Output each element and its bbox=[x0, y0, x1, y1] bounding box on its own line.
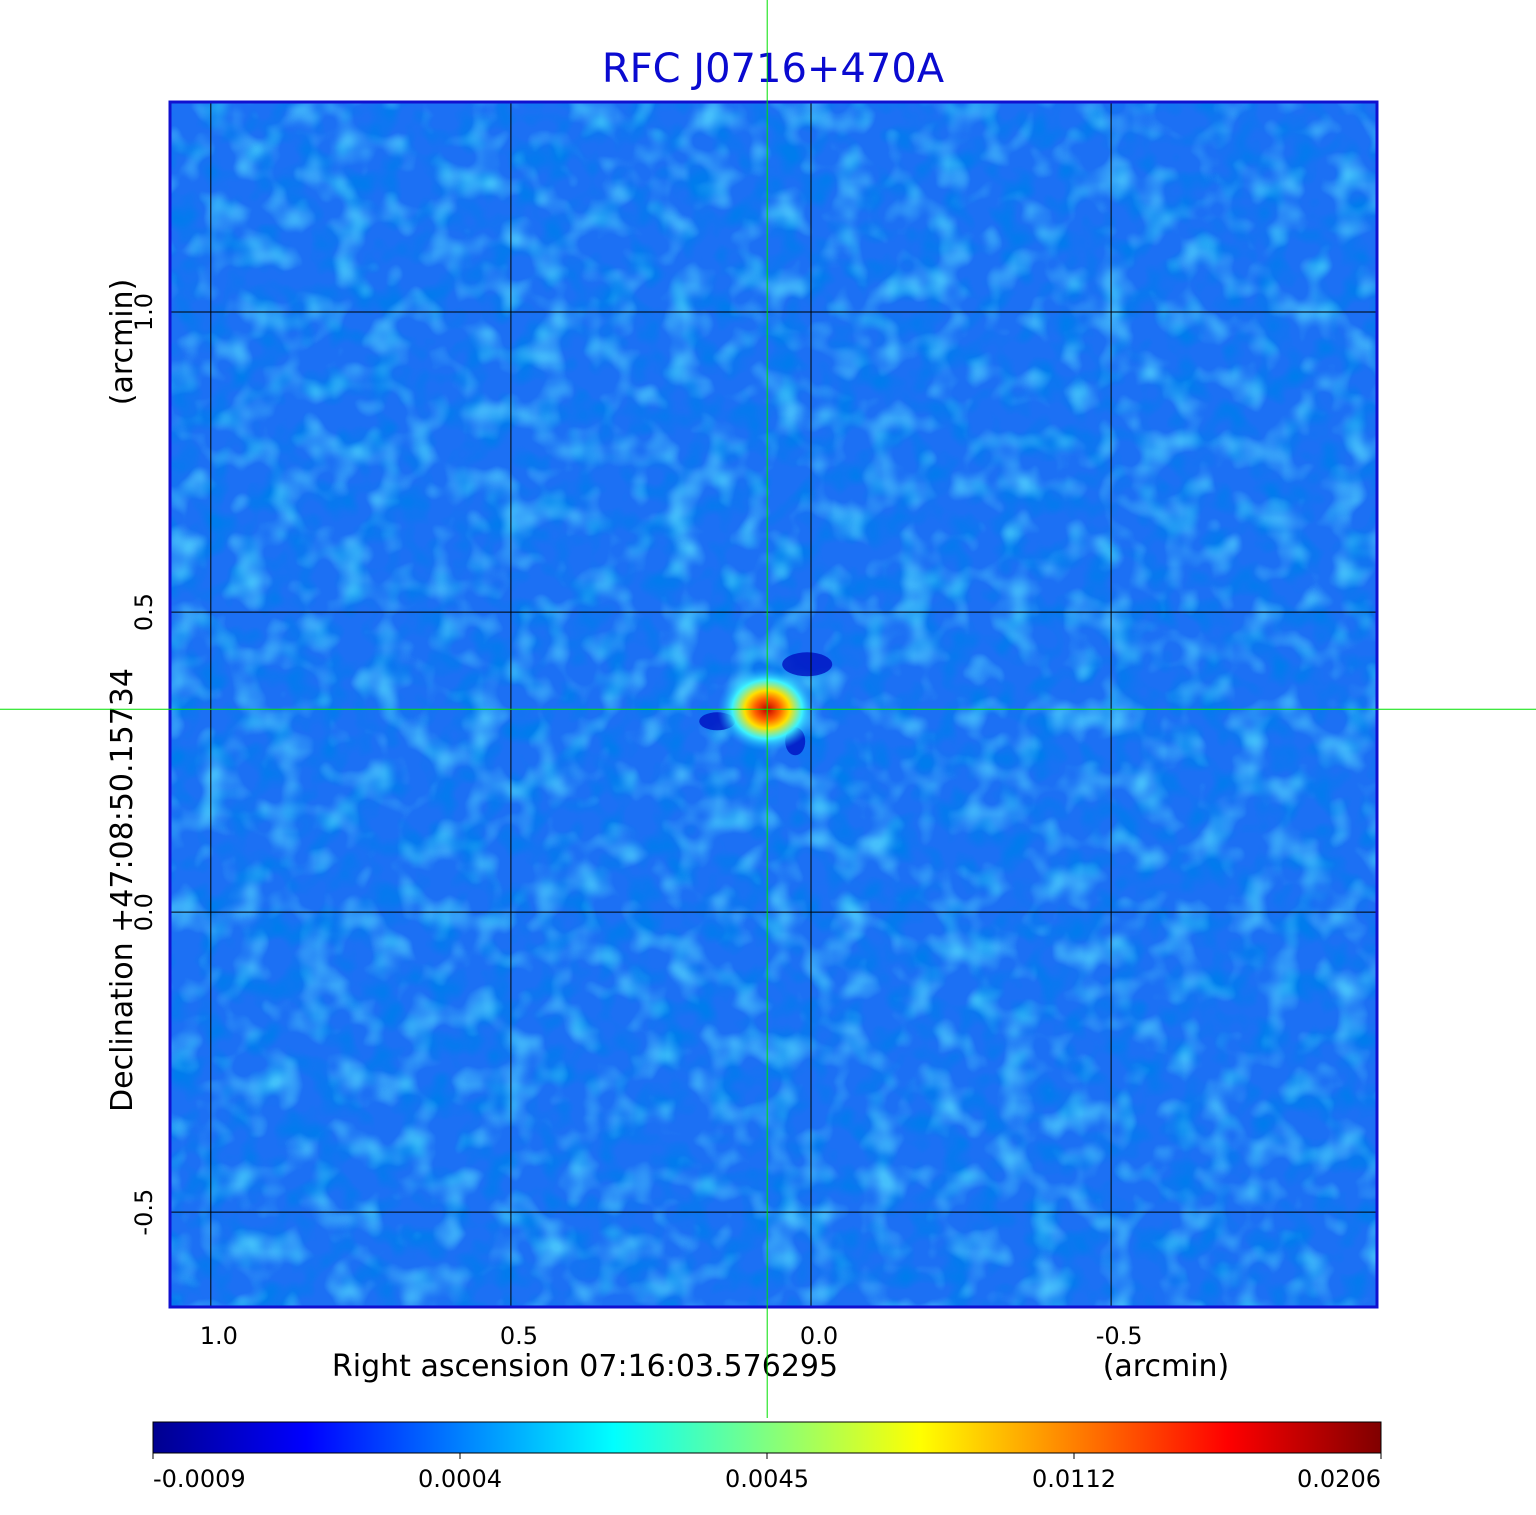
colorbar bbox=[152, 1421, 1382, 1454]
y-tick-label: -0.5 bbox=[130, 1189, 158, 1236]
y-tick-label: 0.5 bbox=[130, 593, 158, 631]
colorbar-tick-label: 0.0045 bbox=[725, 1465, 809, 1493]
colorbar-tick-label: 0.0206 bbox=[1297, 1465, 1381, 1493]
y-axis-unit: (arcmin) bbox=[105, 279, 140, 406]
y-tick-label: 1.0 bbox=[130, 293, 158, 331]
colorbar-tick-label: -0.0009 bbox=[153, 1465, 246, 1493]
x-tick-label: 0.0 bbox=[800, 1322, 838, 1350]
colorbar-tick-label: 0.0112 bbox=[1032, 1465, 1116, 1493]
x-axis-label: Right ascension 07:16:03.576295 bbox=[332, 1349, 838, 1384]
x-tick-label: -0.5 bbox=[1096, 1322, 1143, 1350]
y-axis-label: Declination +47:08:50.15734 bbox=[105, 668, 140, 1112]
y-tick-label: 0.0 bbox=[130, 893, 158, 931]
x-tick-label: 1.0 bbox=[200, 1322, 238, 1350]
x-axis-unit: (arcmin) bbox=[1103, 1349, 1230, 1384]
colorbar-tick-label: 0.0004 bbox=[418, 1465, 502, 1493]
chart-title: RFC J0716+470A bbox=[602, 46, 945, 92]
x-tick-label: 0.5 bbox=[500, 1322, 538, 1350]
plot-frame bbox=[168, 100, 1379, 1309]
source-sidelobe bbox=[782, 652, 833, 677]
